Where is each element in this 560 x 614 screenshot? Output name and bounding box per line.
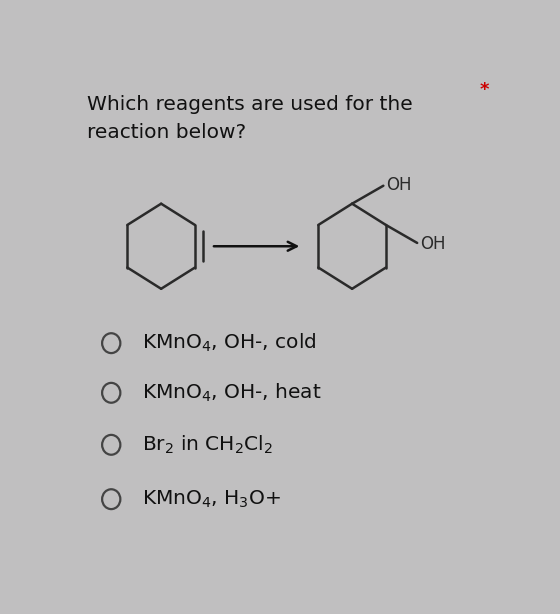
Text: reaction below?: reaction below? <box>87 123 246 142</box>
Text: Br$_2$ in CH$_2$Cl$_2$: Br$_2$ in CH$_2$Cl$_2$ <box>142 433 273 456</box>
Text: Which reagents are used for the: Which reagents are used for the <box>87 95 413 114</box>
Text: KMnO$_4$, H$_3$O+: KMnO$_4$, H$_3$O+ <box>142 489 281 510</box>
Text: *: * <box>479 81 489 99</box>
Text: KMnO$_4$, OH-, heat: KMnO$_4$, OH-, heat <box>142 382 321 404</box>
Text: KMnO$_4$, OH-, cold: KMnO$_4$, OH-, cold <box>142 332 316 354</box>
Text: OH: OH <box>386 176 412 194</box>
Text: OH: OH <box>420 235 445 253</box>
